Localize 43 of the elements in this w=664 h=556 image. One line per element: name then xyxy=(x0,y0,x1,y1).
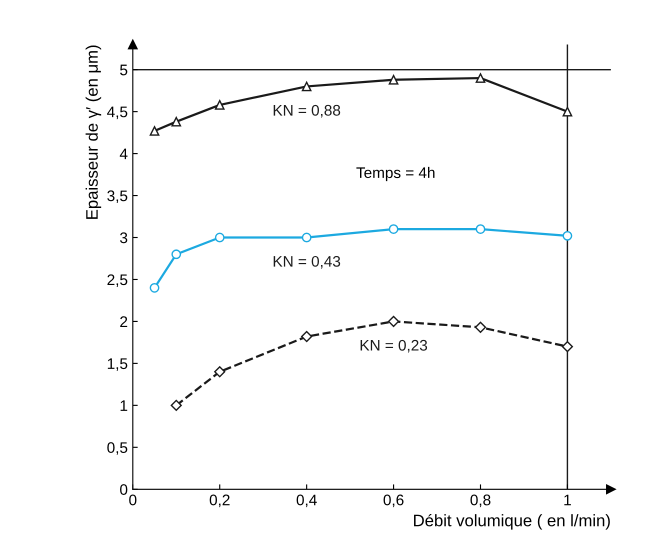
point xyxy=(562,341,574,352)
point xyxy=(150,126,160,136)
y-tick-label: 0,5 xyxy=(107,442,128,455)
series-label: KN = 0,88 xyxy=(274,104,340,118)
point xyxy=(388,316,400,328)
point xyxy=(476,73,486,83)
point xyxy=(388,224,398,234)
point xyxy=(302,232,312,242)
point xyxy=(562,230,572,241)
point xyxy=(214,100,225,110)
point xyxy=(476,224,486,234)
y-tick-label: 2,5 xyxy=(107,274,128,287)
x-tick-label: 0,6 xyxy=(384,494,404,508)
y-tick-label: 0 xyxy=(120,484,128,495)
point xyxy=(301,330,312,342)
annotation: Temps = 4h xyxy=(356,166,434,182)
point xyxy=(388,74,398,85)
y-axis-title: Epaisseur de γ′ (en μm) xyxy=(86,46,102,219)
y-tick-label: 4,5 xyxy=(107,106,128,120)
y-tick-label: 1,5 xyxy=(108,358,128,371)
point xyxy=(171,116,182,127)
point xyxy=(170,400,182,411)
y-tick-label: 1 xyxy=(120,400,128,411)
x-tick-label: 0 xyxy=(129,494,136,506)
y-tick-label: 2 xyxy=(120,316,128,327)
x-tick-label: 0,2 xyxy=(210,494,230,508)
point xyxy=(150,283,160,293)
y-tick-label: 5 xyxy=(120,64,128,76)
series-label: KN = 0,43 xyxy=(274,256,340,269)
x-axis-title: Débit volumique ( en l/min) xyxy=(414,514,610,530)
x-tick-label: 1 xyxy=(564,494,571,506)
point xyxy=(562,106,572,116)
y-tick-label: 3 xyxy=(120,232,128,244)
point xyxy=(214,366,226,378)
x-tick-label: 0,4 xyxy=(296,494,317,508)
point xyxy=(171,249,182,260)
point xyxy=(474,322,486,333)
point xyxy=(302,82,312,92)
x-tick-label: 0,8 xyxy=(470,494,490,508)
y-tick-label: 4 xyxy=(120,148,128,160)
y-tick-label: 3,5 xyxy=(107,190,128,204)
series-label: KN = 0,23 xyxy=(360,340,428,353)
point xyxy=(214,232,225,242)
